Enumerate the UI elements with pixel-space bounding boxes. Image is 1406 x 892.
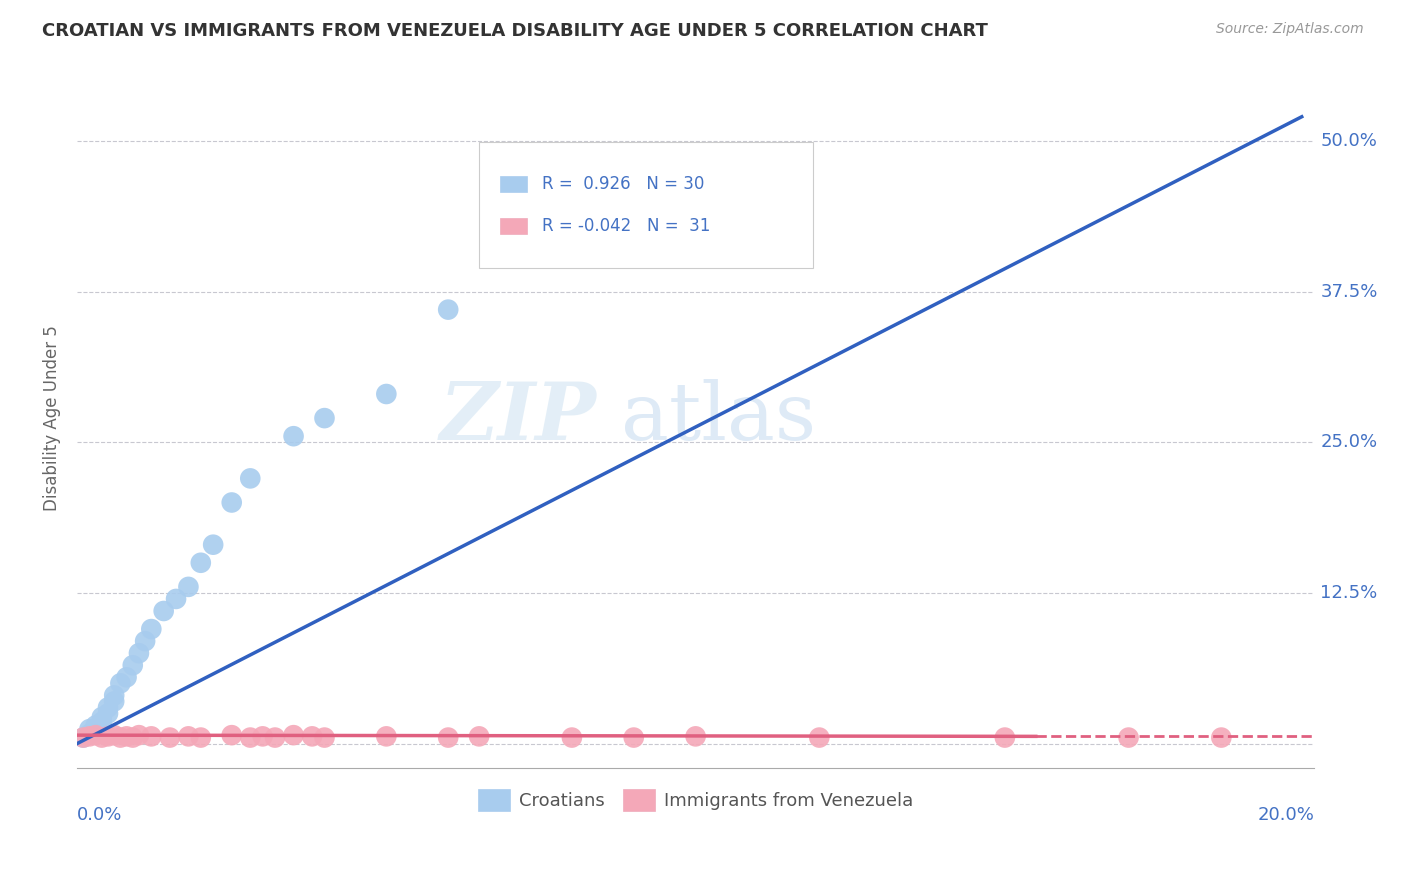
Point [190, 556, 212, 570]
Point [468, 730, 491, 744]
Point [152, 604, 174, 618]
Point [110, 676, 132, 690]
Point [103, 728, 125, 742]
Point [121, 658, 143, 673]
Point [221, 728, 243, 742]
Point [283, 728, 305, 742]
Point [128, 728, 150, 742]
Point [264, 731, 287, 745]
Point [141, 730, 163, 744]
Text: 37.5%: 37.5% [1320, 283, 1378, 301]
Point [84, 724, 107, 739]
Point [437, 731, 460, 745]
Text: CROATIAN VS IMMIGRANTS FROM VENEZUELA DISABILITY AGE UNDER 5 CORRELATION CHART: CROATIAN VS IMMIGRANTS FROM VENEZUELA DI… [42, 22, 988, 40]
Point [1211, 731, 1233, 745]
Text: atlas: atlas [621, 379, 817, 457]
Point [90, 714, 112, 729]
Text: ZIP: ZIP [440, 379, 596, 457]
Point [375, 387, 398, 401]
Point [165, 591, 187, 606]
Point [159, 731, 181, 745]
Point [314, 731, 336, 745]
Point [97, 730, 120, 744]
Point [437, 302, 460, 317]
Point [72, 731, 94, 745]
Point [79, 730, 101, 744]
Point [97, 706, 120, 721]
Text: 0.0%: 0.0% [77, 806, 122, 824]
Point [314, 411, 336, 425]
Point [177, 730, 200, 744]
Point [134, 634, 156, 648]
Point [239, 731, 262, 745]
Point [252, 730, 274, 744]
Legend: Croatians, Immigrants from Venezuela: Croatians, Immigrants from Venezuela [471, 781, 921, 818]
Point [79, 727, 101, 741]
Point [84, 718, 107, 732]
Point [84, 728, 107, 742]
FancyBboxPatch shape [501, 219, 527, 234]
Point [623, 219, 645, 233]
Point [623, 731, 645, 745]
Text: 20.0%: 20.0% [1257, 806, 1315, 824]
Point [283, 429, 305, 443]
Text: R = -0.042   N =  31: R = -0.042 N = 31 [543, 217, 710, 235]
Point [90, 710, 112, 724]
Point [115, 670, 138, 684]
Point [239, 471, 262, 485]
Point [115, 730, 138, 744]
Point [103, 694, 125, 708]
Point [97, 700, 120, 714]
Point [190, 731, 212, 745]
Point [141, 622, 163, 636]
Point [72, 731, 94, 745]
Text: R =  0.926   N = 30: R = 0.926 N = 30 [543, 175, 704, 193]
Text: 12.5%: 12.5% [1320, 584, 1378, 602]
Point [561, 731, 583, 745]
Y-axis label: Disability Age Under 5: Disability Age Under 5 [44, 326, 60, 511]
Point [221, 495, 243, 509]
Point [202, 538, 225, 552]
Point [121, 731, 143, 745]
Point [177, 580, 200, 594]
Point [685, 730, 707, 744]
Point [747, 182, 769, 196]
Point [375, 730, 398, 744]
Text: 25.0%: 25.0% [1320, 434, 1378, 451]
Point [110, 731, 132, 745]
Text: Source: ZipAtlas.com: Source: ZipAtlas.com [1216, 22, 1364, 37]
Point [103, 689, 125, 703]
Point [90, 731, 112, 745]
Point [1118, 731, 1140, 745]
Point [994, 731, 1017, 745]
FancyBboxPatch shape [501, 177, 527, 192]
Point [79, 722, 101, 736]
Text: 50.0%: 50.0% [1320, 132, 1376, 150]
Point [301, 730, 323, 744]
Point [808, 731, 831, 745]
FancyBboxPatch shape [479, 142, 813, 268]
Point [128, 646, 150, 660]
